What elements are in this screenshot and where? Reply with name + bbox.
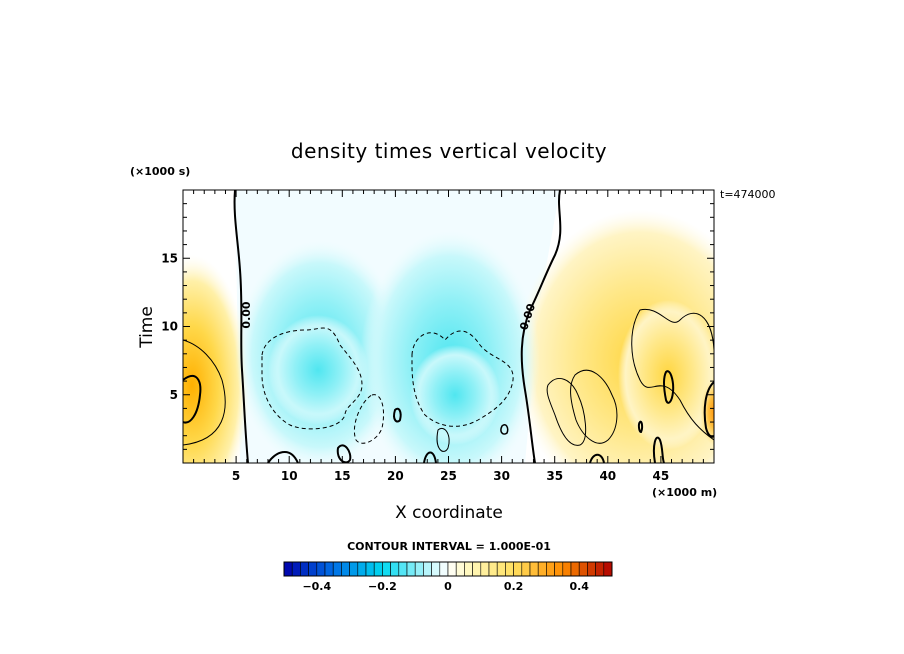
y-axis-label: Time bbox=[137, 306, 157, 349]
colorbar-cell bbox=[578, 561, 588, 577]
colorbar-cell bbox=[513, 561, 523, 577]
colorbar-cell bbox=[316, 561, 326, 577]
x-axis-units: (×1000 m) bbox=[652, 486, 717, 499]
colorbar-cell bbox=[414, 561, 424, 577]
positive-contour-blip bbox=[637, 420, 644, 434]
plot-field bbox=[183, 190, 714, 463]
colorbar-cell bbox=[562, 561, 572, 577]
colorbar-cell bbox=[546, 561, 555, 577]
colorbar-tick-label: −0.2 bbox=[368, 580, 397, 593]
negative-contour-right bbox=[411, 330, 514, 427]
colorbar-cell bbox=[332, 561, 342, 577]
colorbar-cell bbox=[521, 561, 531, 577]
colorbar-tick-label: 0.4 bbox=[569, 580, 589, 593]
positive-contour-left-inner bbox=[183, 375, 202, 424]
x-tick-label: 35 bbox=[546, 469, 563, 483]
colorbar-cell bbox=[365, 561, 375, 577]
positive-contour-right-outer bbox=[631, 308, 714, 441]
small-contour-5 bbox=[500, 423, 509, 435]
y-tick-label: 5 bbox=[170, 388, 178, 402]
y-axis-units: (×1000 s) bbox=[130, 165, 190, 178]
x-tick-label: 10 bbox=[281, 469, 298, 483]
small-contour-7 bbox=[436, 428, 450, 452]
colorbar-cell bbox=[603, 561, 613, 577]
chart-title: density times vertical velocity bbox=[291, 139, 607, 163]
positive-region-left bbox=[183, 255, 250, 463]
colorbar-cell bbox=[537, 561, 547, 577]
axes: 5 10 15 20 25 30 35 40 45 5 10 15 bbox=[161, 189, 715, 483]
x-tick-label: 25 bbox=[440, 469, 457, 483]
small-contour-4 bbox=[423, 451, 437, 463]
colorbar-cell bbox=[595, 561, 605, 577]
positive-contour-edge bbox=[703, 381, 714, 438]
positive-contour-left bbox=[183, 339, 226, 446]
colorbar-cell bbox=[382, 561, 391, 577]
colorbar-cell bbox=[390, 561, 400, 577]
colorbar-cell bbox=[357, 561, 367, 577]
negative-contour-small bbox=[354, 394, 385, 444]
colorbar-cell bbox=[283, 561, 293, 577]
colorbar-cell bbox=[431, 561, 441, 577]
colorbar-cell bbox=[300, 561, 309, 577]
colorbar-cell bbox=[587, 561, 596, 577]
small-contour-3 bbox=[267, 451, 299, 463]
small-contour-1 bbox=[393, 407, 402, 423]
positive-contour-spike bbox=[652, 436, 665, 463]
x-tick-label: 30 bbox=[493, 469, 510, 483]
x-axis-label: X coordinate bbox=[395, 503, 503, 523]
colorbar-cell bbox=[480, 561, 490, 577]
colorbar-cell bbox=[398, 561, 408, 577]
colorbar-tick-label: 0.2 bbox=[504, 580, 524, 593]
colorbar-cell bbox=[406, 561, 416, 577]
positive-contour-right-middle bbox=[570, 369, 618, 444]
colorbar-tick-label: −0.4 bbox=[302, 580, 331, 593]
colorbar-cell bbox=[447, 561, 457, 577]
y-tick-label: 15 bbox=[161, 251, 178, 265]
colorbar-cell bbox=[464, 561, 473, 577]
colorbar-cell bbox=[373, 561, 383, 577]
colorbar: −0.4 −0.2 0 0.2 0.4 bbox=[283, 561, 613, 593]
colorbar-frame bbox=[283, 561, 613, 577]
colorbar-cell bbox=[291, 561, 301, 577]
colorbar-cell bbox=[505, 561, 514, 577]
colorbar-cell bbox=[496, 561, 506, 577]
colorbar-cell bbox=[349, 561, 359, 577]
colorbar-cell bbox=[455, 561, 465, 577]
x-tick-label: 40 bbox=[599, 469, 616, 483]
x-tick-label: 5 bbox=[232, 469, 240, 483]
colorbar-cell bbox=[472, 561, 482, 577]
x-tick-label: 20 bbox=[387, 469, 404, 483]
colorbar-cell bbox=[439, 561, 449, 577]
colorbar-cell bbox=[529, 561, 539, 577]
colorbar-cell bbox=[488, 561, 498, 577]
colorbar-tick-label: 0 bbox=[444, 580, 452, 593]
colorbar-cell bbox=[341, 561, 350, 577]
contour-label-left: 0.00 bbox=[240, 301, 253, 328]
colorbar-cell bbox=[308, 561, 318, 577]
zero-contour-left bbox=[233, 190, 249, 463]
positive-region-right-core bbox=[618, 300, 714, 450]
colorbar-cell bbox=[423, 561, 432, 577]
time-stamp: t=474000 bbox=[720, 188, 776, 201]
negative-core-left bbox=[268, 315, 368, 425]
positive-contour-right-left bbox=[546, 377, 587, 446]
negative-core-right bbox=[410, 345, 500, 445]
small-contour-6 bbox=[589, 453, 605, 463]
zero-contour-right bbox=[520, 190, 562, 463]
positive-contour-right-core bbox=[663, 370, 675, 404]
contour-interval-text: CONTOUR INTERVAL = 1.000E-01 bbox=[347, 540, 551, 553]
x-tick-label: 15 bbox=[334, 469, 351, 483]
y-tick-label: 10 bbox=[161, 320, 178, 334]
colorbar-cell bbox=[554, 561, 564, 577]
colorbar-cell bbox=[324, 561, 334, 577]
negative-contour-left bbox=[261, 327, 363, 430]
small-contour-2 bbox=[336, 444, 352, 463]
x-tick-label: 45 bbox=[653, 469, 670, 483]
colorbar-cell bbox=[570, 561, 580, 577]
